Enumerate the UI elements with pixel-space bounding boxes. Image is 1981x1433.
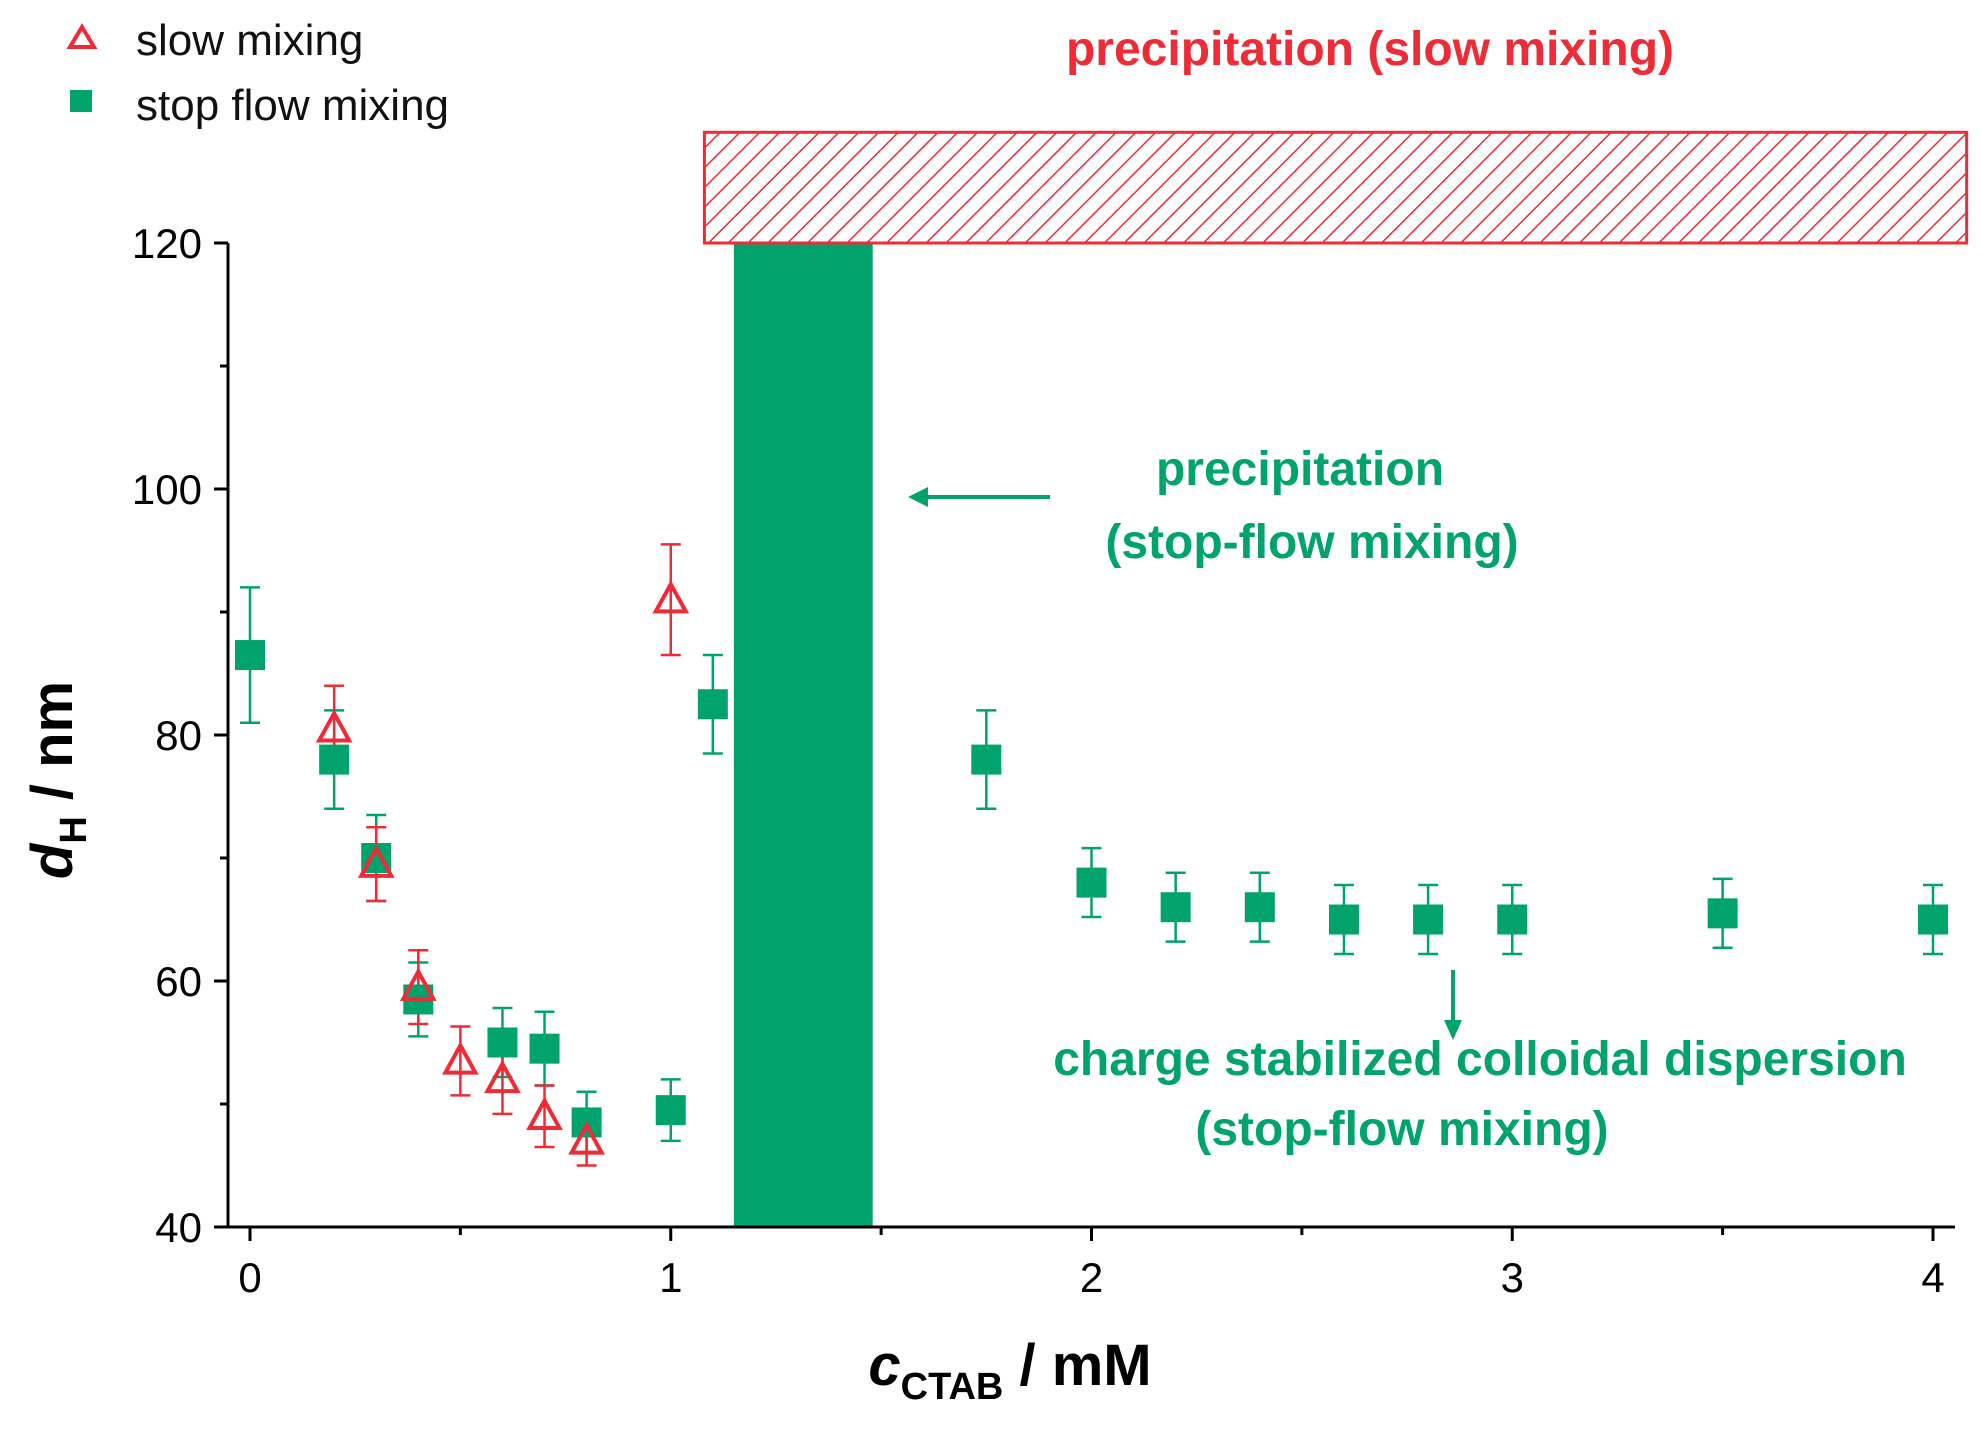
stop-flow-precipitation-annotation: precipitation (stop-flow mixing)	[908, 443, 1519, 569]
legend-slow-mixing-marker	[66, 23, 98, 49]
data-point-stop-1	[319, 744, 350, 775]
data-point-stop-0	[235, 640, 265, 671]
data-point-slow-2	[399, 967, 437, 1001]
data-point-slow-7	[652, 579, 690, 614]
y-tick-label-80: 80	[155, 712, 202, 759]
data-point-stop-10	[1076, 867, 1107, 898]
data-point-stop-12	[1244, 892, 1275, 923]
data-point-stop-8	[697, 689, 728, 720]
data-point-slow-6	[568, 1121, 605, 1155]
y-tick-label-100: 100	[132, 466, 202, 513]
region-precipitation-slow	[702, 130, 1969, 245]
data-point-stop-4	[487, 1027, 518, 1058]
dispersion-annotation-line1: charge stabilized colloidal dispersion	[1053, 1033, 1907, 1086]
legend-stop-flow-label: stop flow mixing	[136, 81, 449, 130]
y-axis-title-unit: / nm	[20, 681, 85, 816]
x-axis-title: cCTAB / mM	[868, 1333, 1151, 1408]
y-tick-label-40: 40	[155, 1204, 202, 1251]
legend-stop-flow-marker	[70, 90, 92, 112]
data-point-stop-9	[971, 744, 1002, 775]
x-axis-title-unit: / mM	[1003, 1333, 1151, 1398]
data-point-slow-5	[526, 1096, 563, 1130]
x-tick-label-0: 0	[238, 1254, 261, 1301]
x-tick-label-4: 4	[1921, 1254, 1944, 1301]
data-point-stop-16	[1707, 898, 1738, 929]
annotation-arrow-head	[908, 487, 928, 507]
stop-flow-annotation-line2: (stop-flow mixing)	[1105, 516, 1518, 569]
legend-slow-mixing-label: slow mixing	[136, 16, 363, 65]
data-point-stop-15	[1497, 904, 1528, 935]
y-axis-title-sub: H	[53, 816, 95, 843]
data-point-stop-13	[1328, 904, 1359, 935]
y-tick-label-60: 60	[155, 958, 202, 1005]
x-tick-label-1: 1	[659, 1254, 682, 1301]
data-point-slow-0	[315, 709, 353, 743]
x-tick-label-3: 3	[1501, 1254, 1524, 1301]
data-point-stop-5	[529, 1033, 560, 1064]
data-point-slow-3	[441, 1041, 479, 1075]
stop-flow-annotation-line1: precipitation	[1156, 443, 1444, 496]
dispersion-arrow-head	[1444, 1020, 1462, 1040]
y-axis-title-main: d	[20, 842, 85, 879]
y-axis-title: dH / nm	[20, 681, 95, 879]
dispersion-annotation: charge stabilized colloidal dispersion (…	[1053, 970, 1907, 1156]
region-precipitation-stop-flow	[733, 243, 873, 1227]
data-point-stop-14	[1413, 904, 1444, 935]
data-point-stop-17	[1918, 904, 1948, 935]
dispersion-annotation-line2: (stop-flow mixing)	[1195, 1103, 1608, 1156]
data-point-stop-7	[655, 1095, 686, 1126]
data-point-stop-11	[1160, 892, 1191, 923]
y-tick-label-120: 120	[132, 220, 202, 267]
legend: slow mixing stop flow mixing	[66, 16, 449, 130]
data-point-slow-4	[484, 1059, 521, 1094]
x-axis-title-main: c	[868, 1333, 900, 1398]
x-axis-title-sub: CTAB	[901, 1366, 1004, 1408]
slow-precipitation-annotation: precipitation (slow mixing)	[1066, 23, 1674, 76]
data-point-slow-1	[357, 844, 395, 878]
x-tick-label-2: 2	[1080, 1254, 1103, 1301]
